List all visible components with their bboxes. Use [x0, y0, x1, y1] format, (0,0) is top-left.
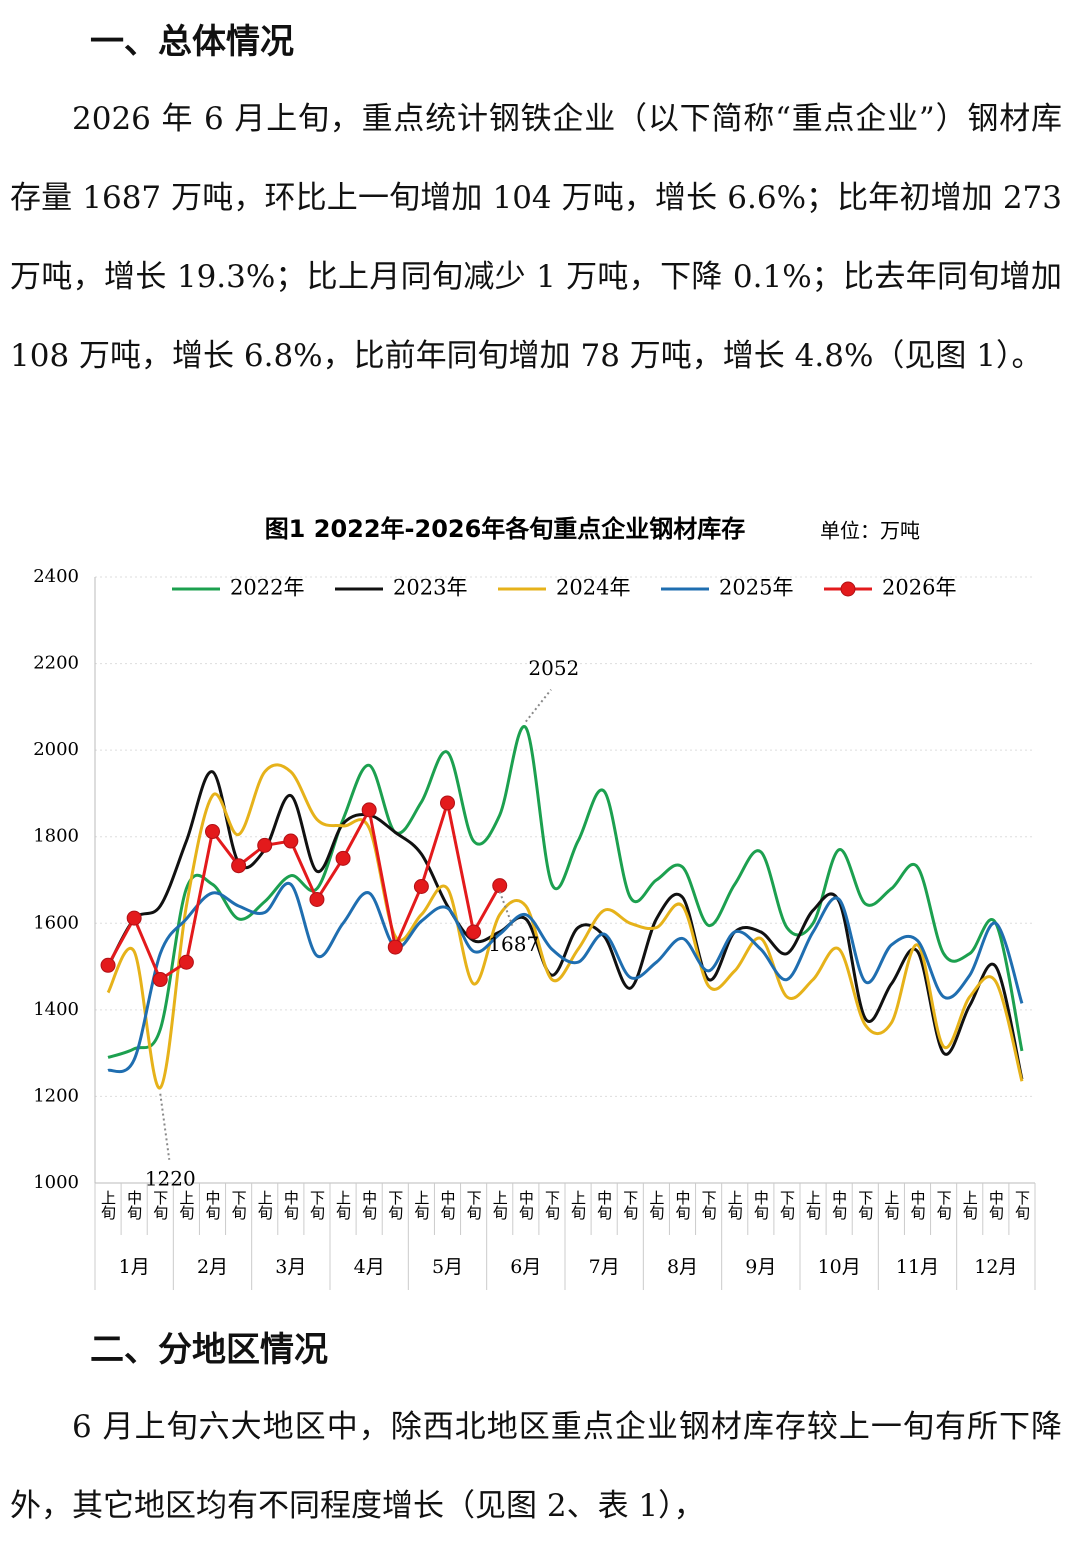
data-point	[440, 795, 455, 811]
annotation-leader	[498, 891, 514, 926]
x-tick-label: 下旬	[700, 1190, 718, 1221]
data-point	[283, 833, 299, 849]
x-tick-label: 上旬	[256, 1190, 274, 1221]
x-tick-label: 下旬	[543, 1190, 561, 1221]
month-label: 9月	[745, 1256, 776, 1278]
legend-marker	[840, 581, 856, 597]
paragraph: 6 月上旬六大地区中，除西北地区重点企业钢材库存较上一旬有所下降外，其它地区均有…	[10, 1409, 1062, 1524]
legend-label: 2026年	[882, 576, 956, 600]
x-tick-label: 中旬	[439, 1190, 457, 1221]
legend-label: 2022年	[230, 576, 304, 600]
x-tick-label: 下旬	[935, 1190, 953, 1221]
x-tick-label: 上旬	[882, 1190, 900, 1221]
data-point	[205, 824, 220, 840]
x-tick-label: 下旬	[465, 1190, 483, 1221]
annotation: 1687	[488, 932, 539, 956]
series-line	[106, 802, 502, 982]
data-point	[100, 957, 116, 973]
x-tick-label: 上旬	[726, 1190, 744, 1221]
series-line	[106, 770, 1024, 1080]
x-tick-label: 中旬	[909, 1190, 927, 1221]
x-tick-label: 中旬	[204, 1190, 222, 1221]
x-tick-label: 下旬	[151, 1190, 169, 1221]
x-tick-label: 下旬	[1013, 1190, 1031, 1221]
x-tick-label: 下旬	[621, 1190, 639, 1221]
data-point	[126, 910, 142, 926]
month-label: 1月	[119, 1256, 150, 1278]
x-tick-label: 中旬	[830, 1190, 848, 1221]
month-label: 5月	[432, 1256, 463, 1278]
x-tick-label: 中旬	[595, 1190, 613, 1221]
x-tick-label: 中旬	[517, 1190, 535, 1221]
legend-label: 2025年	[719, 576, 793, 600]
x-tick-label: 上旬	[412, 1190, 430, 1221]
x-tick-label: 上旬	[569, 1190, 587, 1221]
x-tick-label: 下旬	[778, 1190, 796, 1221]
x-tick-label: 中旬	[125, 1190, 143, 1221]
series-line	[107, 881, 1024, 1074]
month-label: 12月	[974, 1256, 1017, 1278]
x-tick-label: 上旬	[99, 1190, 117, 1221]
chart: 图1 2022年-2026年各旬重点企业钢材库存 单位：万吨 1000 1200 1…	[33, 515, 1036, 1290]
y-tick-label: 1400	[33, 999, 79, 1020]
x-tick-label: 上旬	[491, 1190, 509, 1221]
y-tick-label: 1000	[33, 1172, 79, 1193]
month-label: 4月	[354, 1256, 385, 1278]
unit-label: 单位：万吨	[820, 519, 920, 543]
data-point	[178, 954, 194, 970]
x-tick-label: 上旬	[334, 1190, 352, 1221]
x-tick-label: 下旬	[308, 1190, 326, 1221]
data-point	[231, 858, 247, 874]
x-tick-label: 中旬	[282, 1190, 300, 1221]
x-tick-label: 中旬	[674, 1190, 692, 1221]
data-point	[309, 891, 325, 907]
x-tick-label: 上旬	[647, 1190, 665, 1221]
month-label: 10月	[818, 1256, 861, 1278]
chart-title: 图1 2022年-2026年各旬重点企业钢材库存	[265, 515, 746, 543]
y-tick-label: 1800	[33, 826, 79, 847]
data-point	[387, 939, 403, 955]
annotation-leader	[159, 1093, 171, 1160]
y-tick-label: 2400	[33, 566, 79, 587]
x-tick-label: 下旬	[230, 1190, 248, 1221]
x-tick-label: 上旬	[804, 1190, 822, 1221]
y-tick-label: 1200	[33, 1085, 79, 1106]
annotation: 2052	[528, 656, 579, 680]
legend-label: 2024年	[556, 576, 630, 600]
chart-body: 图1 2022年-2026年各旬重点企业钢材库存 单位：万吨 1000 1200 1…	[33, 515, 1036, 1290]
annotation-leader	[525, 689, 552, 723]
x-tick-label: 中旬	[987, 1190, 1005, 1221]
month-label: 7月	[589, 1256, 620, 1278]
data-point	[335, 850, 351, 866]
x-tick-label: 下旬	[386, 1190, 404, 1221]
data-point	[466, 924, 482, 940]
series-line	[107, 725, 1024, 1059]
x-tick-label: 中旬	[752, 1190, 770, 1221]
x-tick-label: 上旬	[961, 1190, 979, 1221]
month-label: 6月	[510, 1256, 541, 1278]
data-point	[492, 878, 508, 894]
heading: 二、分地区情况	[90, 1330, 328, 1370]
annotation: 1220	[145, 1166, 196, 1190]
x-tick-label: 中旬	[360, 1190, 378, 1221]
data-point	[413, 878, 429, 894]
month-label: 2月	[197, 1256, 228, 1278]
y-tick-label: 1600	[33, 912, 79, 933]
month-label: 11月	[896, 1256, 939, 1278]
legend-label: 2023年	[393, 576, 467, 600]
y-tick-label: 2000	[33, 739, 79, 760]
month-label: 8月	[667, 1256, 698, 1278]
series-line	[106, 763, 1024, 1090]
data-point	[361, 802, 377, 818]
x-tick-label: 下旬	[856, 1190, 874, 1221]
data-point	[152, 972, 168, 988]
x-tick-label: 上旬	[177, 1190, 195, 1221]
data-point	[257, 837, 273, 853]
y-tick-label: 2200	[33, 653, 79, 674]
paragraph: 2026 年 6 月上旬，重点统计钢铁企业（以下简称“重点企业”）钢材库存量 1…	[10, 101, 1062, 374]
heading: 一、总体情况	[90, 22, 294, 62]
month-label: 3月	[275, 1256, 306, 1278]
